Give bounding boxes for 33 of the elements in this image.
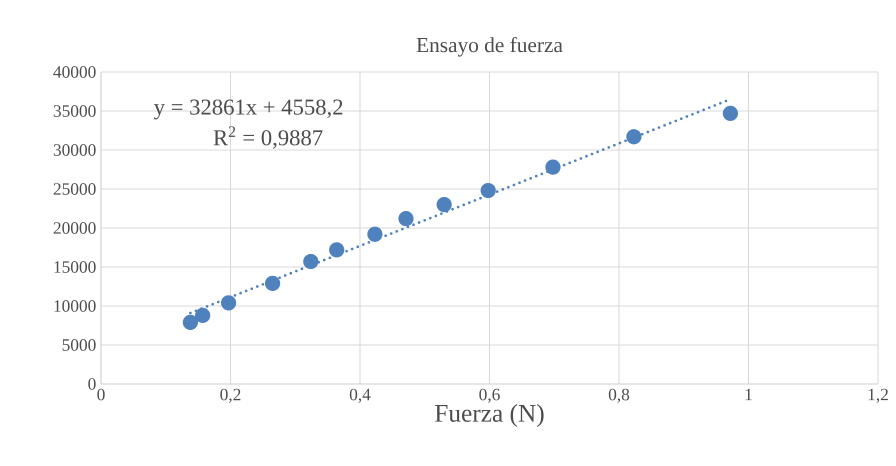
annotation: R$^{2}$ = 0,9887 <box>214 126 322 149</box>
point <box>367 226 382 242</box>
annotation: y = 32861x + 4558,2 <box>154 99 342 120</box>
point <box>220 295 236 310</box>
x-tick-label: 0,2 <box>220 388 240 403</box>
point <box>398 211 414 226</box>
y-tick-label: 20000 <box>54 222 96 234</box>
point <box>480 182 496 198</box>
x-axis-title: Fuerza (N) <box>435 404 544 428</box>
point <box>545 160 561 175</box>
point <box>264 276 280 291</box>
chart-title: Ensayo de fuerza <box>416 37 563 57</box>
x-tick-label: 0,6 <box>479 388 500 403</box>
y-tick-label: 5000 <box>62 339 96 351</box>
y-tick-label: 40000 <box>53 66 96 78</box>
point <box>329 242 344 258</box>
y-tick-label: 25000 <box>54 183 96 195</box>
x-tick-label: 1,2 <box>868 388 888 403</box>
x-tick-label: 0 <box>97 388 105 400</box>
point <box>626 129 642 144</box>
x-tick-label: 0,8 <box>608 388 630 403</box>
point <box>436 196 452 212</box>
y-tick-label: 10000 <box>54 300 96 312</box>
point <box>303 254 318 270</box>
x-tick-label: 0,4 <box>350 388 371 403</box>
point <box>182 314 198 330</box>
y-tick-label: 15000 <box>54 261 96 273</box>
point <box>195 308 210 323</box>
point <box>722 106 738 121</box>
x-tick-label: 1 <box>746 388 752 400</box>
y-tick-label: 30000 <box>54 144 96 156</box>
y-tick-label: 35000 <box>54 105 96 117</box>
y-tick-label: 0 <box>88 378 96 390</box>
